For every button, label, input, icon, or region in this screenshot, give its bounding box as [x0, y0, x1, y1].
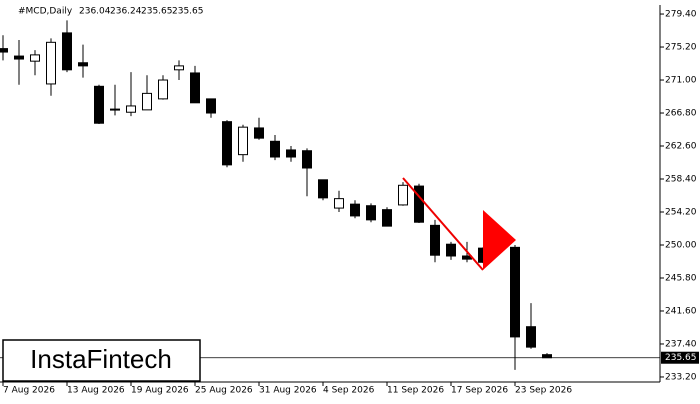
y-tick-label: 250.00 — [665, 240, 697, 250]
header-close: 235.65 — [172, 7, 204, 17]
x-tick-label: 7 Aug 2026 — [3, 386, 55, 396]
candle-body — [334, 198, 344, 209]
y-tick-label: 233.20 — [665, 372, 697, 382]
candle-body — [526, 326, 536, 348]
candle-body — [62, 32, 72, 71]
candle-body — [254, 127, 264, 139]
y-tick-label: 237.40 — [665, 339, 697, 349]
y-tick-label: 254.20 — [665, 208, 697, 218]
price-label-box — [661, 351, 699, 364]
x-tick-label: 11 Sep 2026 — [387, 386, 444, 396]
header: #MCD,Daily 236.04 236.24 235.65 235.65 — [18, 7, 204, 17]
x-tick-label: 31 Aug 2026 — [259, 386, 317, 396]
y-tick-label: 266.80 — [665, 109, 697, 119]
candle-body — [222, 121, 232, 166]
y-tick-label: 275.20 — [665, 43, 697, 53]
candle-body — [94, 85, 104, 124]
candle-body — [510, 246, 520, 338]
y-tick-label: 279.40 — [665, 10, 697, 20]
candle-body — [30, 54, 40, 62]
x-tick-label: 13 Aug 2026 — [67, 386, 125, 396]
candle-body — [350, 203, 360, 217]
flag — [483, 210, 516, 270]
candle-body — [302, 150, 312, 169]
logo-box — [2, 339, 201, 382]
candle-body — [286, 149, 296, 158]
candle-body — [414, 185, 424, 223]
candle-body — [78, 62, 88, 67]
candle-body — [158, 79, 168, 100]
y-tick-label: 241.60 — [665, 306, 697, 316]
x-tick-label: 19 Aug 2026 — [131, 386, 189, 396]
logo: InstaFintech — [30, 344, 172, 374]
candle-body — [14, 55, 24, 60]
header-high: 236.24 — [110, 7, 142, 17]
price-label: 235.65 — [665, 353, 697, 363]
flag-pole — [402, 177, 484, 271]
candle-body — [174, 65, 184, 71]
header-low: 235.65 — [141, 7, 173, 17]
y-tick-label: 271.00 — [665, 76, 697, 86]
candle-body — [366, 205, 376, 221]
candle-body — [542, 354, 552, 359]
x-tick-label: 25 Aug 2026 — [195, 386, 253, 396]
symbol: #MCD,Daily — [18, 7, 73, 17]
x-tick-label: 23 Sep 2026 — [515, 386, 572, 396]
candle-body — [46, 41, 56, 85]
candle-body — [206, 98, 216, 114]
candle-body — [190, 72, 200, 104]
y-tick-label: 258.40 — [665, 175, 697, 185]
candle-body — [126, 105, 136, 113]
header-open: 236.04 — [79, 7, 111, 17]
y-tick-label: 245.80 — [665, 273, 697, 283]
x-tick-label: 17 Sep 2026 — [451, 386, 508, 396]
candle-body — [270, 140, 280, 158]
x-tick-label: 4 Sep 2026 — [323, 386, 375, 396]
candle-body — [110, 108, 120, 111]
candle-body — [142, 92, 152, 111]
candle-body — [318, 179, 328, 199]
candle-body — [382, 209, 392, 227]
candle-body — [398, 184, 408, 206]
candle-body — [446, 243, 456, 257]
y-tick-label: 262.60 — [665, 142, 697, 152]
candle-body — [430, 224, 440, 256]
candle-body — [0, 48, 8, 53]
flag-pattern — [402, 177, 516, 271]
candle-body — [238, 126, 248, 156]
